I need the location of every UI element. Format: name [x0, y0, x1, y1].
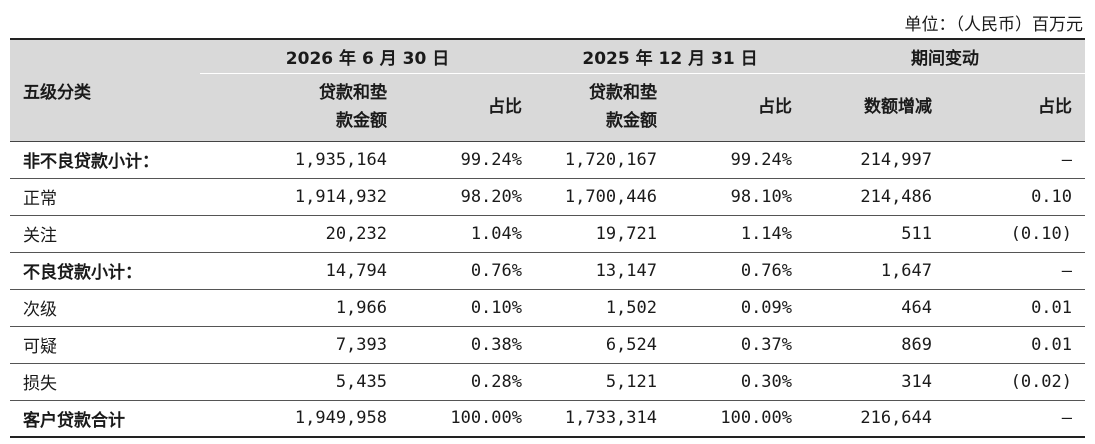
row-label: 客户贷款合计 [23, 410, 125, 431]
amount-2026-cell: 1,949,958 [294, 408, 387, 429]
change-amount-cell: 464 [901, 297, 933, 318]
share-2025-cell: 98.10% [730, 186, 793, 207]
share-2025-cell: 0.30% [740, 371, 793, 392]
table-row: 可疑 7,393 0.38% 6,524 0.37% 869 0.01 [10, 326, 1086, 363]
change-share-cell: – [1061, 408, 1073, 429]
row-label: 次级 [23, 300, 57, 320]
change-amount-cell: 511 [901, 223, 933, 244]
share-2025-cell: 0.09% [740, 297, 793, 318]
row-label: 可疑 [23, 337, 57, 357]
amount-2025-cell: 1,720,167 [564, 149, 657, 170]
amount-2025-cell: 5,121 [605, 371, 657, 392]
loan-classification-table: 五级分类 2026 年 6 月 30 日 2025 年 12 月 31 日 期间… [10, 38, 1086, 438]
period-change-header: 期间变动 [805, 39, 1086, 74]
share-header-2026: 占比 [488, 97, 522, 117]
table-row: 损失 5,435 0.28% 5,121 0.30% 314 (0.02) [10, 363, 1086, 400]
table-row: 客户贷款合计 1,949,958 100.00% 1,733,314 100.00% 21… [10, 400, 1086, 437]
table-body: 非不良贷款小计： 1,935,164 99.24% 1,720,167 99.24% 21… [10, 141, 1086, 437]
period-header-2025: 2025 年 12 月 31 日 [535, 39, 806, 74]
table-row: 不良贷款小计： 14,794 0.76% 13,147 0.76% 1,647 – [10, 252, 1086, 289]
table-row: 次级 1,966 0.10% 1,502 0.09% 464 0.01 [10, 289, 1086, 326]
change-amount-cell: 314 [901, 371, 933, 392]
share-header-2025: 占比 [758, 97, 793, 117]
amount-2026-cell: 1,935,164 [294, 149, 387, 170]
amount-2026-cell: 1,914,932 [294, 186, 387, 207]
change-amount-cell: 214,997 [860, 149, 933, 170]
change-amount-cell: 869 [901, 334, 933, 355]
table-row: 非不良贷款小计： 1,935,164 99.24% 1,720,167 99.24% 21… [10, 141, 1086, 178]
period-header-2026: 2026 年 6 月 30 日 [200, 39, 535, 74]
change-share-header: 占比 [1038, 97, 1073, 117]
table-row: 正常 1,914,932 98.20% 1,700,446 98.10% 214,486 0… [10, 178, 1086, 215]
amount-2026-cell: 14,794 [325, 260, 387, 281]
row-label: 正常 [23, 189, 57, 209]
share-2025-cell: 1.14% [740, 223, 793, 244]
share-2026-cell: 98.20% [460, 186, 522, 207]
share-2026-cell: 0.10% [470, 297, 522, 318]
row-label: 不良贷款小计： [23, 263, 142, 283]
share-2026-cell: 0.38% [470, 334, 522, 355]
amount-header-2026: 贷款和垫 款金额 [319, 83, 387, 131]
change-share-cell: – [1061, 260, 1073, 281]
amount-2026-cell: 5,435 [335, 371, 387, 392]
change-share-cell: (0.10) [1010, 223, 1073, 244]
share-2025-cell: 99.24% [730, 149, 793, 170]
table-row: 关注 20,232 1.04% 19,721 1.14% 511 (0.10) [10, 215, 1086, 252]
amount-2025-cell: 13,147 [595, 260, 657, 281]
row-label: 关注 [23, 226, 57, 246]
share-2025-cell: 100.00% [720, 408, 793, 429]
amount-2025-cell: 1,733,314 [564, 408, 657, 429]
change-amount-cell: 1,647 [880, 260, 933, 281]
category-header: 五级分类 [23, 82, 91, 103]
amount-2025-cell: 1,502 [605, 297, 657, 318]
amount-header-2025: 贷款和垫 款金额 [589, 83, 657, 131]
change-share-cell: 0.01 [1031, 334, 1073, 355]
row-label: 非不良贷款小计： [23, 152, 159, 172]
share-2026-cell: 100.00% [450, 408, 522, 429]
row-label: 损失 [23, 374, 57, 394]
change-share-cell: – [1061, 149, 1073, 170]
share-2025-cell: 0.37% [740, 334, 793, 355]
change-amount-cell: 216,644 [860, 408, 933, 429]
share-2026-cell: 1.04% [470, 223, 522, 244]
change-share-cell: 0.10 [1031, 186, 1073, 207]
change-share-cell: (0.02) [1010, 371, 1073, 392]
unit-note: 单位：（人民币）百万元 [904, 15, 1084, 35]
amount-2026-cell: 7,393 [335, 334, 387, 355]
share-2026-cell: 0.76% [470, 260, 522, 281]
amount-2026-cell: 1,966 [335, 297, 387, 318]
share-2026-cell: 99.24% [460, 149, 522, 170]
header-row-groups: 五级分类 2026 年 6 月 30 日 2025 年 12 月 31 日 期间… [10, 39, 1086, 103]
amount-2025-cell: 19,721 [595, 223, 657, 244]
amount-2026-cell: 20,232 [325, 223, 387, 244]
change-amount-cell: 214,486 [860, 186, 933, 207]
change-amount-header: 数额增减 [864, 97, 933, 117]
share-2025-cell: 0.76% [740, 260, 793, 281]
amount-2025-cell: 1,700,446 [564, 186, 657, 207]
change-share-cell: 0.01 [1031, 297, 1073, 318]
amount-2025-cell: 6,524 [605, 334, 657, 355]
share-2026-cell: 0.28% [470, 371, 522, 392]
